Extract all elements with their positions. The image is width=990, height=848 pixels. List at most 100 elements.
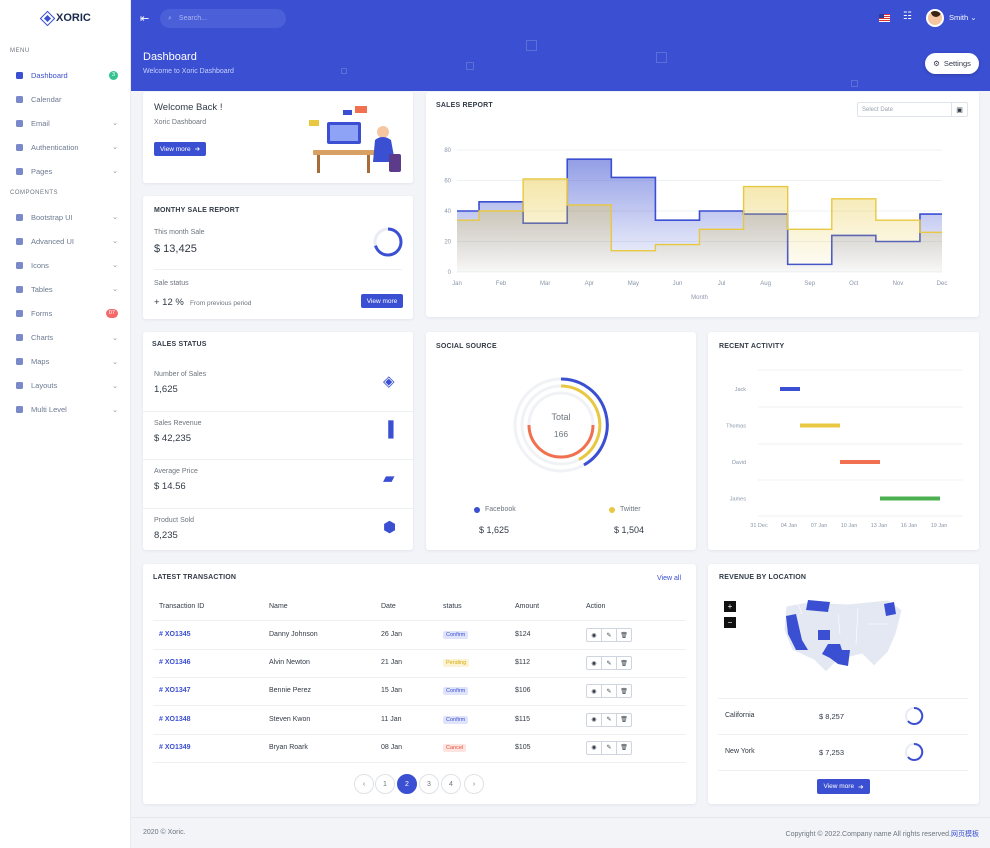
edit-icon[interactable]: ✎ bbox=[602, 713, 617, 726]
user-menu[interactable]: Smith ⌄ bbox=[949, 13, 977, 22]
transaction-id-link[interactable]: # XO1347 bbox=[159, 687, 191, 695]
y-tick-label: 80 bbox=[444, 148, 451, 154]
action-group: ◉ ✎ 🗑 bbox=[586, 656, 632, 671]
revenue-location-card: REVENUE BY LOCATION + − View more ➔ Calif… bbox=[708, 564, 979, 804]
monthly-view-more-button[interactable]: View more bbox=[361, 294, 403, 308]
avatar[interactable] bbox=[926, 9, 944, 27]
action-group: ◉ ✎ 🗑 bbox=[586, 712, 632, 727]
revenue-view-more-button[interactable]: View more ➔ bbox=[817, 779, 870, 794]
status-label: Average Price bbox=[154, 468, 198, 475]
sidebar-item-bootstrap-ui[interactable]: Bootstrap UI ⌄ bbox=[16, 210, 118, 224]
transaction-name: Bennie Perez bbox=[269, 687, 312, 695]
welcome-card: Welcome Back ! Xoric Dashboard View more… bbox=[143, 92, 413, 183]
view-icon[interactable]: ◉ bbox=[587, 657, 602, 670]
month-sale-value: $ 13,425 bbox=[154, 243, 197, 255]
x-tick-label: Dec bbox=[937, 281, 948, 287]
divider bbox=[154, 269, 402, 270]
sidebar-item-charts[interactable]: Charts ⌄ bbox=[16, 331, 118, 345]
transaction-name: Steven Kwon bbox=[269, 715, 311, 723]
pagination-page-button[interactable]: 2 bbox=[397, 774, 417, 794]
zoom-in-button[interactable]: + bbox=[724, 601, 736, 612]
x-tick-label: Mar bbox=[540, 281, 550, 287]
transaction-id-link[interactable]: # XO1345 bbox=[159, 631, 191, 638]
pagination-page-button[interactable]: 4 bbox=[441, 774, 461, 794]
view-icon[interactable]: ◉ bbox=[587, 713, 602, 726]
activity-row-label: Jack bbox=[735, 387, 747, 393]
sliders-icon[interactable]: ☷ bbox=[903, 11, 912, 22]
pagination-prev-button[interactable]: ‹ bbox=[354, 774, 374, 794]
social-total-value: 166 bbox=[553, 429, 569, 439]
table-row: # XO1348 Steven Kwon 11 Jan Confirm $115 ◉ ✎ 🗑 bbox=[143, 706, 696, 734]
revenue-state: New York bbox=[725, 748, 755, 755]
edit-icon[interactable]: ✎ bbox=[602, 685, 617, 698]
view-all-link[interactable]: View all bbox=[657, 575, 681, 582]
view-icon[interactable]: ◉ bbox=[587, 685, 602, 698]
transaction-id-link[interactable]: # XO1346 bbox=[159, 659, 191, 667]
footer-left: 2020 © Xoric. bbox=[143, 829, 186, 836]
pagination-next-button[interactable]: › bbox=[464, 774, 484, 794]
transaction-name: Alvin Newton bbox=[269, 659, 310, 667]
sidebar-item-multi-level[interactable]: Multi Level ⌄ bbox=[16, 403, 118, 417]
view-icon[interactable]: ◉ bbox=[587, 629, 602, 641]
sidebar-item-forms[interactable]: Forms 07 bbox=[16, 306, 118, 320]
delete-icon[interactable]: 🗑 bbox=[620, 688, 628, 695]
sidebar-item-pages[interactable]: Pages ⌄ bbox=[16, 164, 118, 178]
edit-icon[interactable]: ✎ bbox=[602, 741, 617, 754]
pagination-page-button[interactable]: 1 bbox=[375, 774, 395, 794]
footer: 2020 © Xoric. Copyright © 2022.Company n… bbox=[131, 817, 990, 848]
sidebar-item-calendar[interactable]: Calendar bbox=[16, 92, 118, 106]
sidebar-item-layouts[interactable]: Layouts ⌄ bbox=[16, 379, 118, 393]
activity-tick-label: 19 Jan bbox=[931, 523, 948, 529]
search-input[interactable]: ⌕ Search... bbox=[160, 9, 286, 28]
transaction-id-link[interactable]: # XO1349 bbox=[159, 743, 191, 751]
activity-tick-label: 04 Jan bbox=[781, 523, 798, 529]
delete-icon[interactable]: 🗑 bbox=[620, 632, 628, 639]
us-flag-icon[interactable] bbox=[879, 14, 890, 22]
sidebar-item-label: Authentication bbox=[31, 142, 79, 152]
usa-map[interactable] bbox=[778, 594, 908, 674]
welcome-view-more-button[interactable]: View more ➔ bbox=[154, 142, 206, 156]
date-picker[interactable]: Select Date ▣ bbox=[857, 102, 968, 117]
revenue-ring bbox=[905, 742, 924, 761]
activity-tick-label: 07 Jan bbox=[811, 523, 828, 529]
sidebar-item-advanced-ui[interactable]: Advanced UI ⌄ bbox=[16, 234, 118, 248]
delete-icon[interactable]: 🗑 bbox=[620, 745, 628, 752]
zoom-out-button[interactable]: − bbox=[724, 617, 736, 628]
footer-link[interactable]: 网页模板 bbox=[951, 831, 979, 838]
sidebar-badge: 07 bbox=[105, 308, 118, 318]
revenue-value: $ 7,253 bbox=[819, 748, 845, 757]
arrow-right-icon: ➔ bbox=[194, 146, 201, 153]
layers-icon: ◈ bbox=[383, 373, 395, 390]
view-icon[interactable]: ◉ bbox=[587, 741, 602, 754]
sidebar-item-dashboard[interactable]: Dashboard 3 bbox=[16, 68, 118, 82]
calendar-icon[interactable]: ▣ bbox=[951, 103, 967, 116]
chevron-down-icon: ⌄ bbox=[112, 406, 118, 414]
pagination-page-button[interactable]: 3 bbox=[419, 774, 439, 794]
sidebar-item-authentication[interactable]: Authentication ⌄ bbox=[16, 140, 118, 154]
sales-status-card: SALES STATUS Number of Sales 1,625 ◈ Sales … bbox=[143, 332, 413, 550]
sidebar-item-label: Advanced UI bbox=[31, 236, 74, 246]
sidebar-item-email[interactable]: Email ⌄ bbox=[16, 116, 118, 130]
month-sale-label: This month Sale bbox=[154, 229, 205, 236]
bootstrap-ui-icon bbox=[16, 213, 23, 221]
edit-icon[interactable]: ✎ bbox=[602, 629, 617, 641]
brand-logo[interactable]: XORIC bbox=[39, 10, 91, 26]
settings-button[interactable]: ⚙ Settings bbox=[925, 53, 979, 74]
menu-toggle-icon[interactable]: ⇤ bbox=[140, 13, 150, 25]
social-total-label: Total bbox=[551, 412, 571, 422]
charts-icon bbox=[16, 334, 23, 341]
delete-icon[interactable]: 🗑 bbox=[620, 717, 628, 724]
table-row: # XO1349 Bryan Roark 08 Jan Cancel $105 ◉ ✎ 🗑 bbox=[143, 734, 696, 762]
sidebar-item-tables[interactable]: Tables ⌄ bbox=[16, 282, 118, 296]
sidebar-item-maps[interactable]: Maps ⌄ bbox=[16, 355, 118, 369]
transaction-id-link[interactable]: # XO1348 bbox=[159, 715, 191, 723]
x-tick-label: Nov bbox=[893, 281, 904, 287]
x-tick-label: Sep bbox=[804, 281, 815, 287]
edit-icon[interactable]: ✎ bbox=[602, 657, 617, 670]
delete-icon[interactable]: 🗑 bbox=[620, 660, 628, 667]
status-badge: Cancel bbox=[443, 743, 467, 752]
legend-twitter: Twitter bbox=[609, 506, 641, 513]
decor-square bbox=[656, 52, 667, 63]
sidebar-item-label: Dashboard bbox=[31, 70, 68, 80]
sidebar-item-icons[interactable]: Icons ⌄ bbox=[16, 258, 118, 272]
